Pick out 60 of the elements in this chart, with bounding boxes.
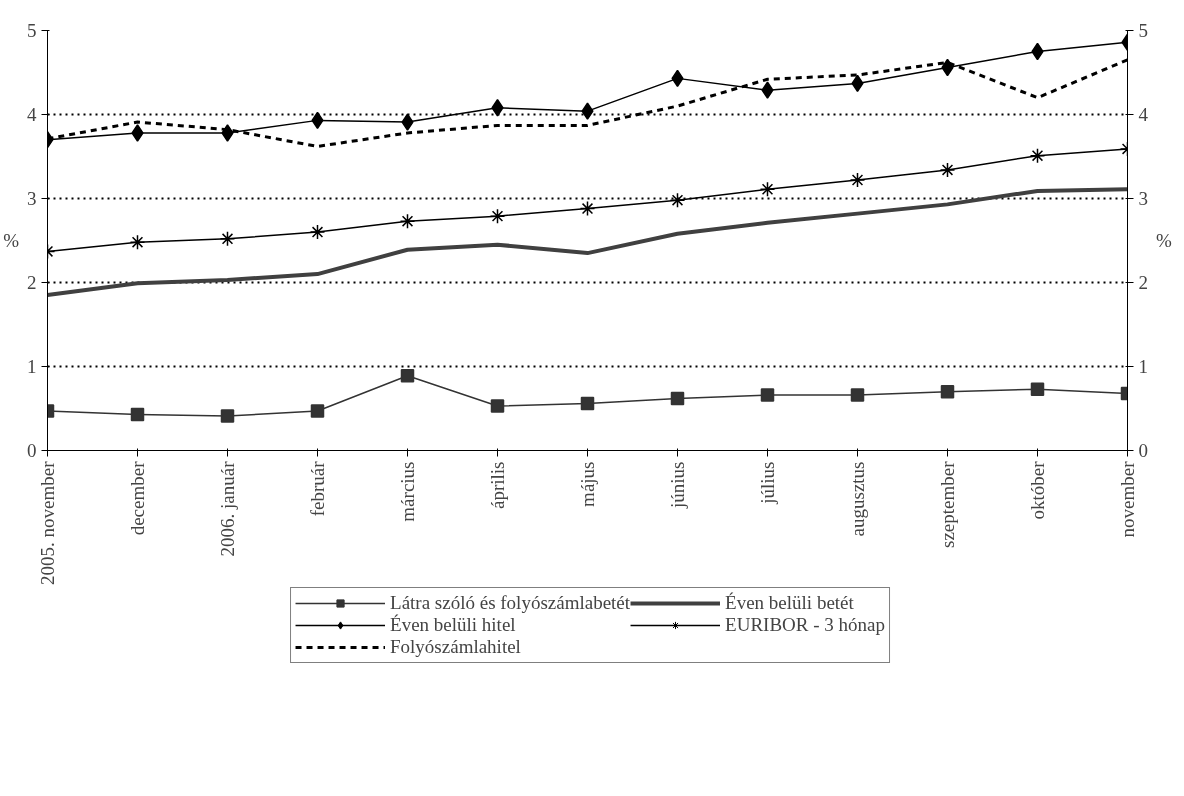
point <box>1030 382 1045 396</box>
x-tick-label: november <box>1117 460 1138 538</box>
legend-label: Éven belüli hitel <box>390 614 516 636</box>
point <box>310 404 325 418</box>
point <box>759 181 776 198</box>
legend-label: Éven belüli betét <box>725 592 854 614</box>
point <box>761 81 774 99</box>
point <box>939 162 956 178</box>
point <box>850 388 865 402</box>
point <box>220 409 235 423</box>
y2-tick-label: 0 <box>1138 440 1148 461</box>
y2-tick-label: 1 <box>1138 356 1148 377</box>
x-tick-label: szeptember <box>937 460 958 549</box>
x-tick-label: 2006. január <box>217 460 238 557</box>
x-tick-label: április <box>487 461 508 509</box>
point <box>760 388 775 402</box>
x-tick-label: augusztus <box>847 461 868 537</box>
point <box>401 113 414 131</box>
point <box>131 124 144 142</box>
point <box>940 384 955 399</box>
x-tick-label: június <box>667 461 688 509</box>
point <box>400 368 415 383</box>
y2-axis-title: % <box>1156 230 1172 251</box>
y-tick-label: 0 <box>27 440 37 461</box>
x-tick-label: július <box>757 461 778 505</box>
x-tick-label: május <box>577 461 598 507</box>
y-tick-label: 1 <box>27 356 37 377</box>
point <box>670 391 685 406</box>
y2-tick-label: 2 <box>1138 272 1148 293</box>
legend-label: Folyószámlahitel <box>390 636 521 658</box>
point <box>490 399 505 413</box>
line-series <box>47 187 1128 298</box>
y2-tick-label: 3 <box>1138 188 1148 209</box>
point <box>219 231 236 247</box>
point <box>669 192 686 208</box>
x-tick-label: 2005. november <box>37 460 58 585</box>
x-tick-label: december <box>127 460 148 536</box>
y-axis-title: % <box>3 230 20 251</box>
y-tick-label: 4 <box>27 104 37 125</box>
point <box>1029 147 1046 164</box>
legend-label: EURIBOR - 3 hónap <box>725 614 885 636</box>
point <box>581 102 594 120</box>
point <box>309 224 326 240</box>
point <box>579 200 596 217</box>
x-tick-label: március <box>397 461 418 522</box>
point <box>129 234 146 250</box>
y2-tick-label: 4 <box>1138 104 1149 125</box>
x-tick-label: február <box>307 460 328 517</box>
x-tick-label: október <box>1027 460 1048 520</box>
point <box>399 213 416 229</box>
legend-label: Látra szóló és folyószámlabetét <box>390 592 631 614</box>
point <box>849 172 866 188</box>
point <box>580 396 595 411</box>
y2-tick-label: 5 <box>1138 20 1148 41</box>
point <box>130 407 145 422</box>
y-tick-label: 5 <box>27 20 37 41</box>
point <box>489 208 506 224</box>
y-tick-label: 3 <box>27 188 37 209</box>
y-tick-label: 2 <box>27 272 37 293</box>
point <box>491 99 504 117</box>
